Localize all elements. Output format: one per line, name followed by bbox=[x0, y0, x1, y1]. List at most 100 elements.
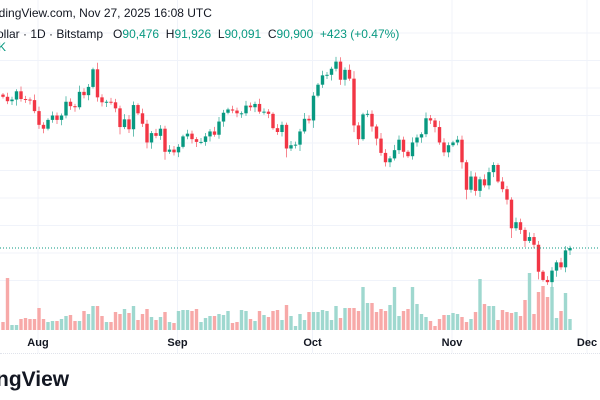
candle-up bbox=[239, 113, 244, 115]
high-value: 91,926 bbox=[174, 27, 212, 41]
x-tick-label: Nov bbox=[441, 337, 463, 349]
volume-bar bbox=[37, 308, 41, 330]
volume-bar bbox=[1, 322, 5, 330]
candle-up bbox=[554, 262, 559, 271]
candle-up bbox=[77, 91, 82, 108]
volume-bar bbox=[226, 311, 230, 330]
volume-bar bbox=[509, 313, 514, 330]
volume-bar bbox=[482, 304, 487, 330]
volume-bar bbox=[100, 316, 104, 330]
candle-down bbox=[73, 106, 77, 108]
candle-down bbox=[212, 131, 217, 135]
candle-up bbox=[131, 105, 136, 130]
candle-up bbox=[10, 99, 14, 102]
candle-down bbox=[496, 165, 500, 182]
candle-down bbox=[230, 109, 235, 111]
volume-bar bbox=[221, 315, 226, 330]
volume-bar bbox=[338, 318, 343, 330]
candle-down bbox=[140, 113, 145, 124]
volume-bar bbox=[163, 312, 167, 330]
volume-bar bbox=[289, 316, 293, 330]
volume-bar bbox=[388, 305, 392, 330]
candle-down bbox=[460, 139, 464, 163]
close-label: C bbox=[267, 27, 277, 41]
volume-bar bbox=[266, 317, 271, 330]
x-tick-label: Dec bbox=[576, 337, 598, 349]
volume-bar bbox=[374, 312, 379, 330]
candle-down bbox=[545, 279, 550, 283]
candle-down bbox=[82, 91, 86, 96]
volume-bar bbox=[149, 317, 154, 330]
candle-up bbox=[185, 133, 190, 137]
candle-down bbox=[235, 110, 239, 114]
volume-bar bbox=[185, 310, 190, 330]
candle-up bbox=[293, 144, 298, 146]
volume-bar bbox=[334, 306, 338, 330]
volume-bar bbox=[73, 321, 77, 330]
volume-bar bbox=[41, 319, 46, 330]
candle-up bbox=[316, 84, 320, 96]
candle-up bbox=[199, 141, 203, 143]
volume-bar bbox=[239, 310, 244, 330]
volume-bar bbox=[545, 297, 550, 330]
candle-up bbox=[388, 158, 392, 163]
chart-source-timestamp: ndingView.com, Nov 27, 2025 16:08 UTC bbox=[0, 6, 212, 20]
volume-bar bbox=[154, 320, 158, 330]
candle-up bbox=[487, 172, 491, 186]
high-label: H bbox=[165, 27, 175, 41]
volume-bar bbox=[14, 325, 19, 330]
candle-down bbox=[347, 69, 352, 79]
open-value: 90,476 bbox=[122, 27, 160, 41]
close-value: 90,900 bbox=[276, 27, 314, 41]
candle-up bbox=[50, 115, 55, 120]
candle-up bbox=[104, 101, 109, 103]
tradingview-logo: ngView bbox=[0, 368, 70, 391]
volume-bar bbox=[406, 309, 410, 330]
candle-up bbox=[91, 69, 95, 87]
candle-down bbox=[379, 138, 383, 153]
volume-bar bbox=[244, 311, 248, 330]
volume-bar bbox=[554, 318, 559, 330]
volume-bar bbox=[419, 314, 424, 330]
candle-down bbox=[1, 94, 5, 97]
volume-bar bbox=[307, 312, 311, 330]
volume-bar bbox=[23, 318, 28, 330]
candle-down bbox=[532, 237, 536, 245]
candle-up bbox=[244, 105, 248, 114]
volume-bar bbox=[437, 319, 442, 330]
candle-up bbox=[86, 86, 91, 96]
volume-bar bbox=[298, 314, 302, 330]
volume-bar bbox=[284, 305, 289, 330]
volume-bar bbox=[311, 312, 316, 330]
volume-bar bbox=[212, 316, 217, 330]
candle-down bbox=[248, 105, 253, 108]
volume-bar bbox=[190, 311, 194, 330]
volume-bar bbox=[446, 315, 451, 330]
volume-bar bbox=[68, 315, 73, 330]
candle-down bbox=[68, 101, 73, 107]
volume-bar bbox=[478, 279, 482, 330]
volume-bar bbox=[275, 310, 280, 330]
volume-bar bbox=[59, 319, 64, 330]
volume-bar bbox=[131, 306, 136, 330]
volume-bar bbox=[343, 308, 347, 330]
candle-down bbox=[95, 69, 100, 98]
volume-bar bbox=[145, 309, 149, 330]
volume-bar bbox=[50, 321, 55, 330]
candle-up bbox=[455, 139, 460, 143]
candle-up bbox=[311, 95, 316, 121]
volume-bar bbox=[208, 316, 212, 330]
candle-up bbox=[563, 250, 568, 268]
volume-bar bbox=[136, 320, 140, 330]
volume-bar bbox=[455, 314, 460, 330]
volume-bar bbox=[5, 278, 10, 330]
volume-bar bbox=[464, 322, 469, 330]
volume-bar bbox=[257, 311, 262, 330]
candle-down bbox=[32, 100, 37, 112]
volume-bar bbox=[352, 308, 356, 330]
candle-up bbox=[302, 118, 307, 132]
candle-up bbox=[280, 124, 284, 132]
candle-up bbox=[329, 68, 334, 75]
volume-bar bbox=[491, 306, 496, 330]
